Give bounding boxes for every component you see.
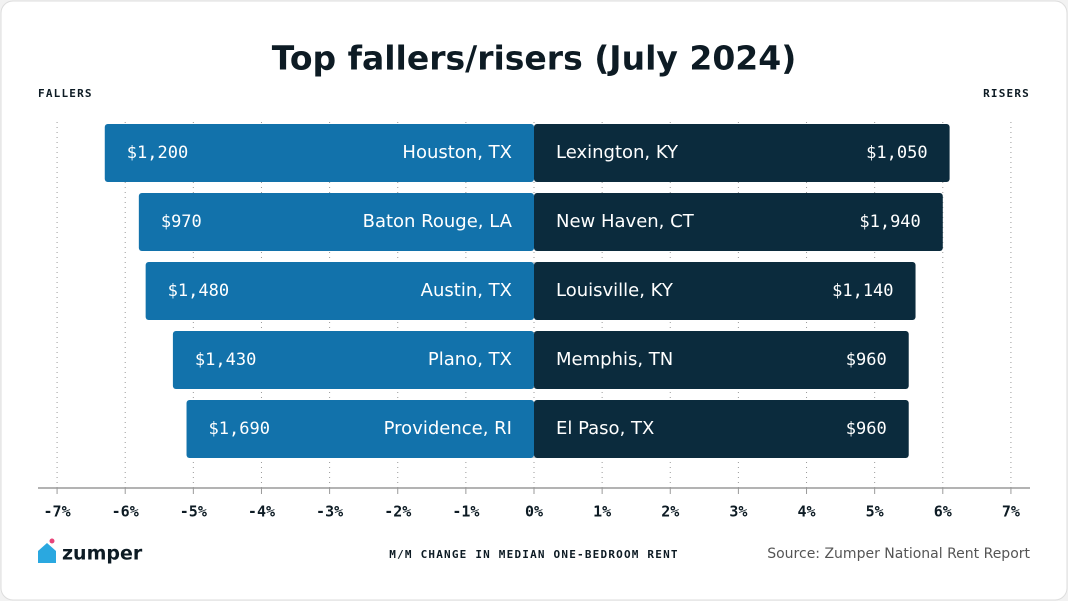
city-label: Baton Rouge, LA: [363, 211, 513, 232]
rent-label: $1,140: [832, 281, 893, 301]
chart-title: Top fallers/risers (July 2024): [272, 39, 797, 78]
rent-label: $1,430: [195, 350, 256, 370]
city-label: Houston, TX: [402, 142, 512, 163]
bar: [534, 262, 916, 320]
left-legend: FALLERS: [38, 87, 93, 100]
x-tick-label: 5%: [866, 503, 884, 521]
rent-label: $960: [846, 419, 887, 439]
city-label: Providence, RI: [384, 418, 512, 439]
city-label: Lexington, KY: [556, 142, 679, 163]
x-axis-label: M/M CHANGE IN MEDIAN ONE-BEDROOM RENT: [389, 548, 678, 561]
bar: [534, 124, 950, 182]
x-tick-label: 6%: [934, 503, 952, 521]
x-tick-label: 0%: [525, 503, 543, 521]
bar: [186, 400, 534, 458]
logo-heart: [49, 538, 55, 544]
x-tick-label: 4%: [797, 503, 815, 521]
city-label: New Haven, CT: [556, 211, 695, 232]
x-tick-label: 2%: [661, 503, 679, 521]
rent-label: $1,940: [859, 212, 920, 232]
logo: zumper: [38, 538, 143, 565]
city-label: El Paso, TX: [556, 418, 654, 439]
rent-label: $960: [846, 350, 887, 370]
x-tick-label: -2%: [384, 503, 411, 521]
x-tick-label: -3%: [316, 503, 343, 521]
x-tick-label: 7%: [1002, 503, 1020, 521]
bar: [172, 331, 534, 389]
bar: [145, 262, 534, 320]
right-legend: RISERS: [983, 87, 1030, 100]
rent-label: $1,200: [127, 143, 188, 163]
x-tick-label: -4%: [248, 503, 275, 521]
x-tick-label: -5%: [180, 503, 207, 521]
x-tick-label: -7%: [44, 503, 71, 521]
rent-label: $1,480: [168, 281, 229, 301]
bar: [138, 193, 535, 251]
bar: [534, 400, 909, 458]
x-tick-label: -1%: [452, 503, 479, 521]
bar: [104, 124, 535, 182]
bar: [534, 331, 909, 389]
brand: zumper: [62, 543, 143, 565]
rent-label: $1,690: [209, 419, 270, 439]
source: Source: Zumper National Rent Report: [767, 546, 1030, 562]
city-label: Memphis, TN: [556, 349, 673, 370]
x-tick-label: -6%: [112, 503, 139, 521]
x-tick-label: 1%: [593, 503, 611, 521]
city-label: Plano, TX: [428, 349, 512, 370]
city-label: Austin, TX: [421, 280, 512, 301]
logo-icon: [38, 543, 56, 563]
bar: [534, 193, 943, 251]
rent-label: $1,050: [866, 143, 927, 163]
x-tick-label: 3%: [729, 503, 747, 521]
city-label: Louisville, KY: [556, 280, 674, 301]
rent-label: $970: [161, 212, 202, 232]
